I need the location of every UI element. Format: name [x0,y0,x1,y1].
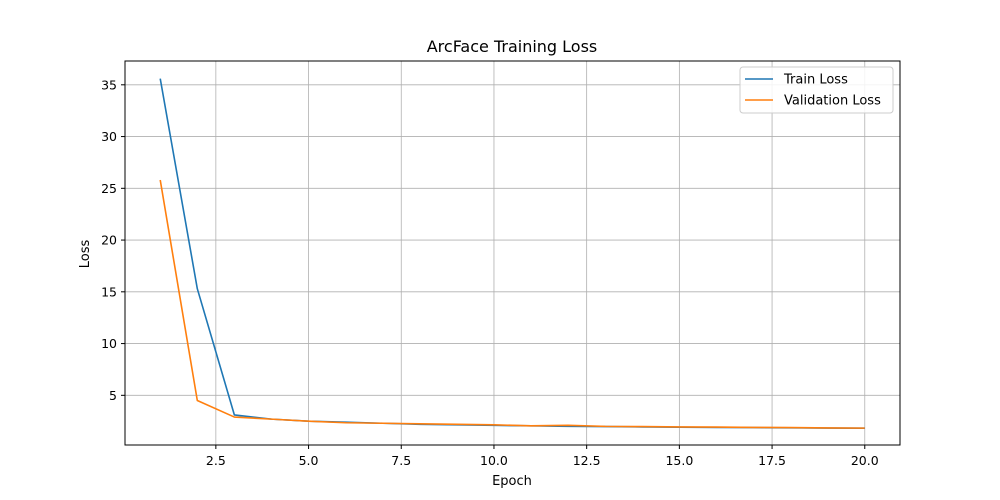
x-tick-label: 20.0 [851,453,879,468]
legend-label-1: Validation Loss [784,94,881,109]
x-tick-label: 15.0 [665,453,693,468]
y-tick-label: 35 [101,77,117,92]
x-tick-label: 2.5 [206,453,226,468]
plot-frame [124,60,901,446]
x-tick-label: 17.5 [758,453,786,468]
x-tick-label: 5.0 [299,453,319,468]
axes: 2.5 5.0 7.5 10.0 12.5 15.0 17.5 20.0 5 10 15 20 25 30… [101,60,901,468]
series-layer [159,78,865,430]
y-tick-label: 5 [109,388,117,403]
legend-label-0: Train Loss [783,73,848,88]
legend: Train Loss Validation Loss [739,66,894,114]
y-tick-label: 20 [101,233,117,248]
series-line-0 [159,78,865,430]
grid [125,61,900,445]
legend-box [739,66,894,114]
chart-title: ArcFace Training Loss [427,37,598,56]
x-tick-label: 10.0 [480,453,508,468]
y-tick-label: 10 [101,336,117,351]
x-tick-label: 7.5 [391,453,411,468]
x-axis-label: Epoch [492,474,532,489]
series-line-1 [159,179,865,429]
y-axis-label: Loss [78,240,93,269]
y-tick-label: 25 [101,181,117,196]
y-tick-label: 15 [101,284,117,299]
x-tick-label: 12.5 [573,453,601,468]
y-tick-label: 30 [101,129,117,144]
